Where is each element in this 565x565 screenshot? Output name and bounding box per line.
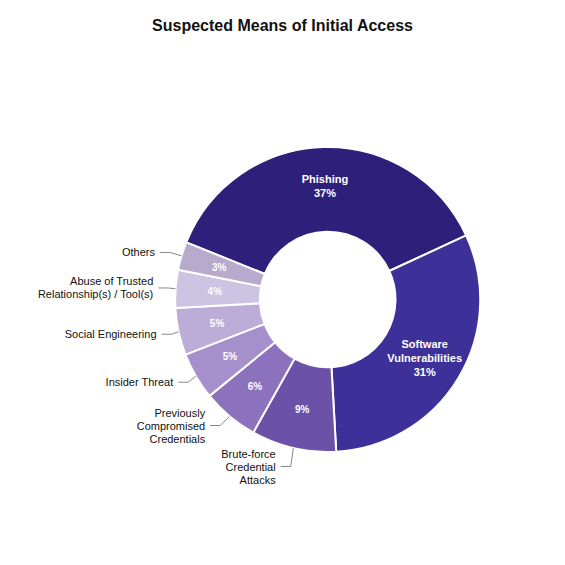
svg-text:31%: 31% [414, 366, 436, 378]
svg-text:3%: 3% [212, 262, 227, 273]
svg-text:Abuse of Trusted: Abuse of Trusted [70, 275, 153, 287]
svg-text:Attacks: Attacks [240, 474, 277, 486]
svg-text:Others: Others [122, 246, 156, 258]
svg-text:37%: 37% [314, 187, 336, 199]
svg-text:9%: 9% [295, 404, 310, 415]
svg-text:Software: Software [401, 338, 447, 350]
svg-text:Brute-force: Brute-force [221, 448, 275, 460]
svg-text:Compromised: Compromised [137, 420, 205, 432]
svg-text:Credential: Credential [226, 461, 276, 473]
svg-text:5%: 5% [223, 351, 238, 362]
svg-text:Previously: Previously [154, 407, 205, 419]
svg-text:Phishing: Phishing [302, 173, 348, 185]
svg-text:5%: 5% [210, 318, 225, 329]
svg-text:6%: 6% [248, 381, 263, 392]
svg-text:Credentials: Credentials [150, 433, 206, 445]
svg-text:Social Engineering: Social Engineering [65, 328, 157, 340]
svg-text:Vulnerabilities: Vulnerabilities [387, 352, 462, 364]
svg-text:4%: 4% [208, 286, 223, 297]
svg-text:Insider Threat: Insider Threat [106, 376, 174, 388]
svg-text:Suspected Means of Initial Acc: Suspected Means of Initial Access [152, 17, 413, 34]
svg-text:Relationship(s) / Tool(s): Relationship(s) / Tool(s) [38, 288, 153, 300]
